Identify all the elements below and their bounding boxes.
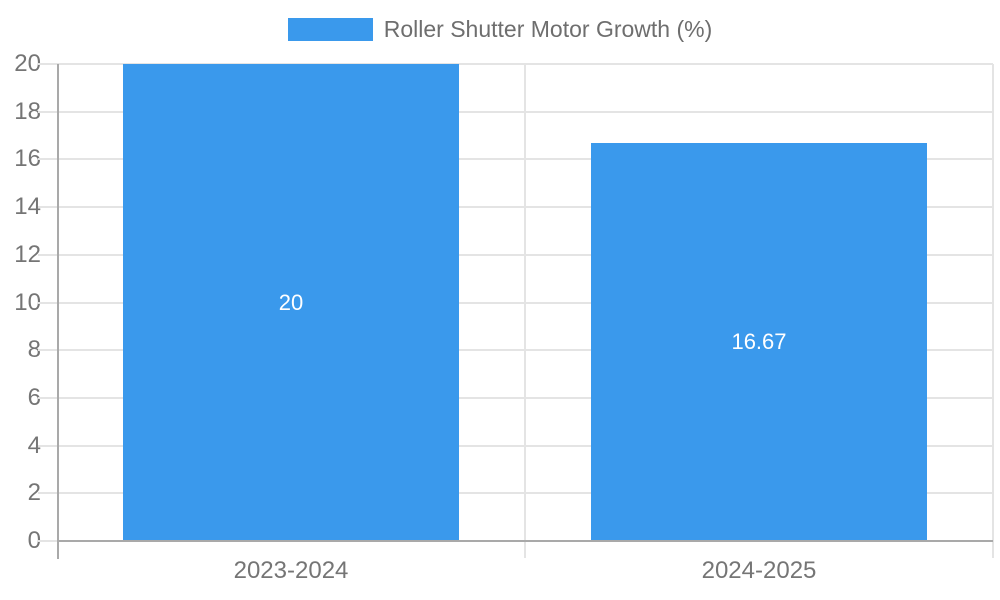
y-tick-label: 0 bbox=[27, 527, 41, 554]
y-tick-label: 12 bbox=[14, 240, 41, 268]
gridline-vertical bbox=[524, 64, 526, 558]
gridline-horizontal bbox=[38, 492, 993, 495]
y-tick-label: 4 bbox=[27, 431, 41, 459]
gridline-horizontal bbox=[38, 444, 993, 447]
bar-value-label: 16.67 bbox=[731, 329, 787, 355]
x-tick-label: 2023-2024 bbox=[233, 557, 349, 584]
x-axis-line bbox=[57, 540, 993, 542]
legend-label: Roller Shutter Motor Growth (%) bbox=[383, 16, 713, 42]
gridline-horizontal bbox=[38, 396, 993, 399]
bar-2023-2024[interactable]: 20 bbox=[122, 64, 460, 541]
y-tick-label: 18 bbox=[14, 97, 41, 125]
bar-2024-2025[interactable]: 16.67 bbox=[590, 143, 928, 541]
gridline-vertical bbox=[992, 64, 994, 558]
gridline-horizontal bbox=[38, 63, 993, 65]
bar-value-label: 20 bbox=[278, 289, 304, 315]
gridline-horizontal bbox=[38, 540, 57, 542]
legend-swatch bbox=[287, 17, 373, 41]
y-axis-labels: 0 2 4 6 8 10 12 14 16 18 20 bbox=[0, 51, 41, 554]
y-tick-label: 8 bbox=[27, 336, 41, 364]
y-tick-label: 16 bbox=[14, 145, 41, 173]
gridline-horizontal bbox=[38, 206, 993, 209]
y-tick-label: 2 bbox=[27, 479, 41, 507]
y-axis-line bbox=[57, 64, 59, 559]
x-axis-labels: 2023-2024 2024-2025 bbox=[57, 557, 993, 589]
gridline-horizontal bbox=[38, 301, 993, 304]
gridline-horizontal bbox=[38, 349, 993, 352]
gridline-horizontal bbox=[38, 110, 993, 113]
chart-legend[interactable]: Roller Shutter Motor Growth (%) bbox=[0, 15, 1000, 43]
y-tick-label: 6 bbox=[27, 383, 41, 411]
plot-area: 20 16.67 bbox=[38, 63, 994, 559]
y-tick-label: 14 bbox=[14, 193, 41, 221]
gridline-horizontal bbox=[38, 158, 993, 161]
gridline-horizontal bbox=[38, 253, 993, 256]
y-tick-label: 10 bbox=[14, 288, 41, 316]
y-tick-label: 20 bbox=[14, 50, 41, 77]
x-tick-label: 2024-2025 bbox=[701, 557, 817, 584]
